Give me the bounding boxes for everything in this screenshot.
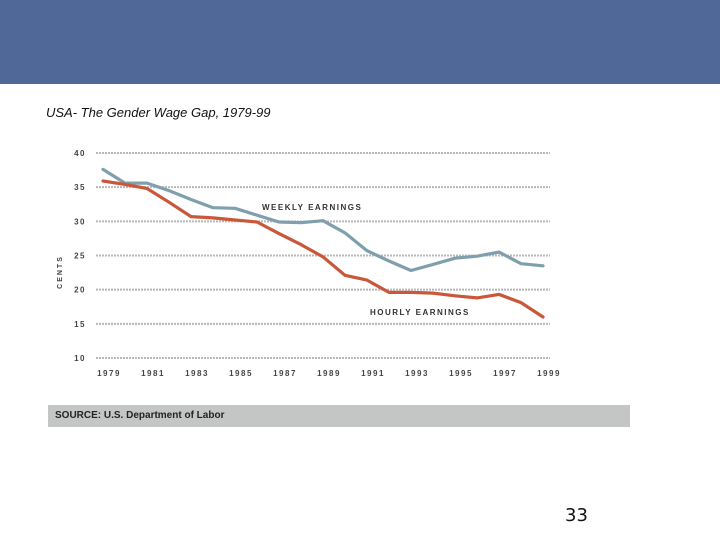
x-axis-ticks: 1979 1981 1983 1985 1987 1989 1991 1993 1995 1997…: [97, 369, 561, 378]
hourly-earnings-label: HOURLY EARNINGS: [370, 308, 470, 317]
hourly-earnings-line: [101, 179, 545, 319]
y-axis-label: CENTS: [57, 255, 64, 289]
source-note: SOURCE: U.S. Department of Labor: [48, 405, 630, 427]
x-tick-label: 1991: [361, 369, 385, 378]
y-tick-label: 10: [74, 354, 86, 363]
y-axis-ticks: 10 15 20 25 30 35 40: [74, 149, 86, 363]
y-tick-label: 40: [74, 149, 86, 158]
x-tick-label: 1995: [449, 369, 473, 378]
x-tick-label: 1985: [229, 369, 253, 378]
x-tick-label: 1999: [537, 369, 561, 378]
slide-title: USA- The Gender Wage Gap, 1979-99: [46, 105, 271, 120]
top-banner: [0, 0, 720, 84]
series-lines: [101, 167, 545, 319]
weekly-earnings-line: [101, 167, 545, 273]
y-tick-label: 20: [74, 286, 86, 295]
x-tick-label: 1987: [273, 369, 297, 378]
x-tick-label: 1983: [185, 369, 209, 378]
y-tick-label: 25: [74, 252, 86, 261]
x-tick-label: 1981: [141, 369, 165, 378]
x-tick-label: 1997: [493, 369, 517, 378]
x-tick-label: 1989: [317, 369, 341, 378]
weekly-earnings-label: WEEKLY EARNINGS: [262, 203, 362, 212]
x-tick-label: 1979: [97, 369, 121, 378]
y-tick-label: 15: [74, 320, 86, 329]
y-tick-label: 35: [74, 183, 86, 192]
x-tick-label: 1993: [405, 369, 429, 378]
y-tick-label: 30: [74, 217, 86, 226]
page-number: 33: [565, 505, 588, 526]
